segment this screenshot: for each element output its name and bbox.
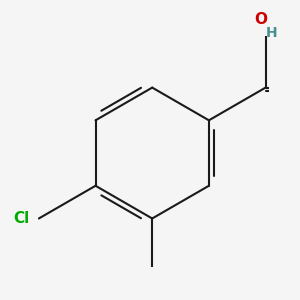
Text: H: H — [266, 26, 278, 40]
Text: O: O — [254, 12, 268, 27]
Text: Cl: Cl — [14, 211, 30, 226]
